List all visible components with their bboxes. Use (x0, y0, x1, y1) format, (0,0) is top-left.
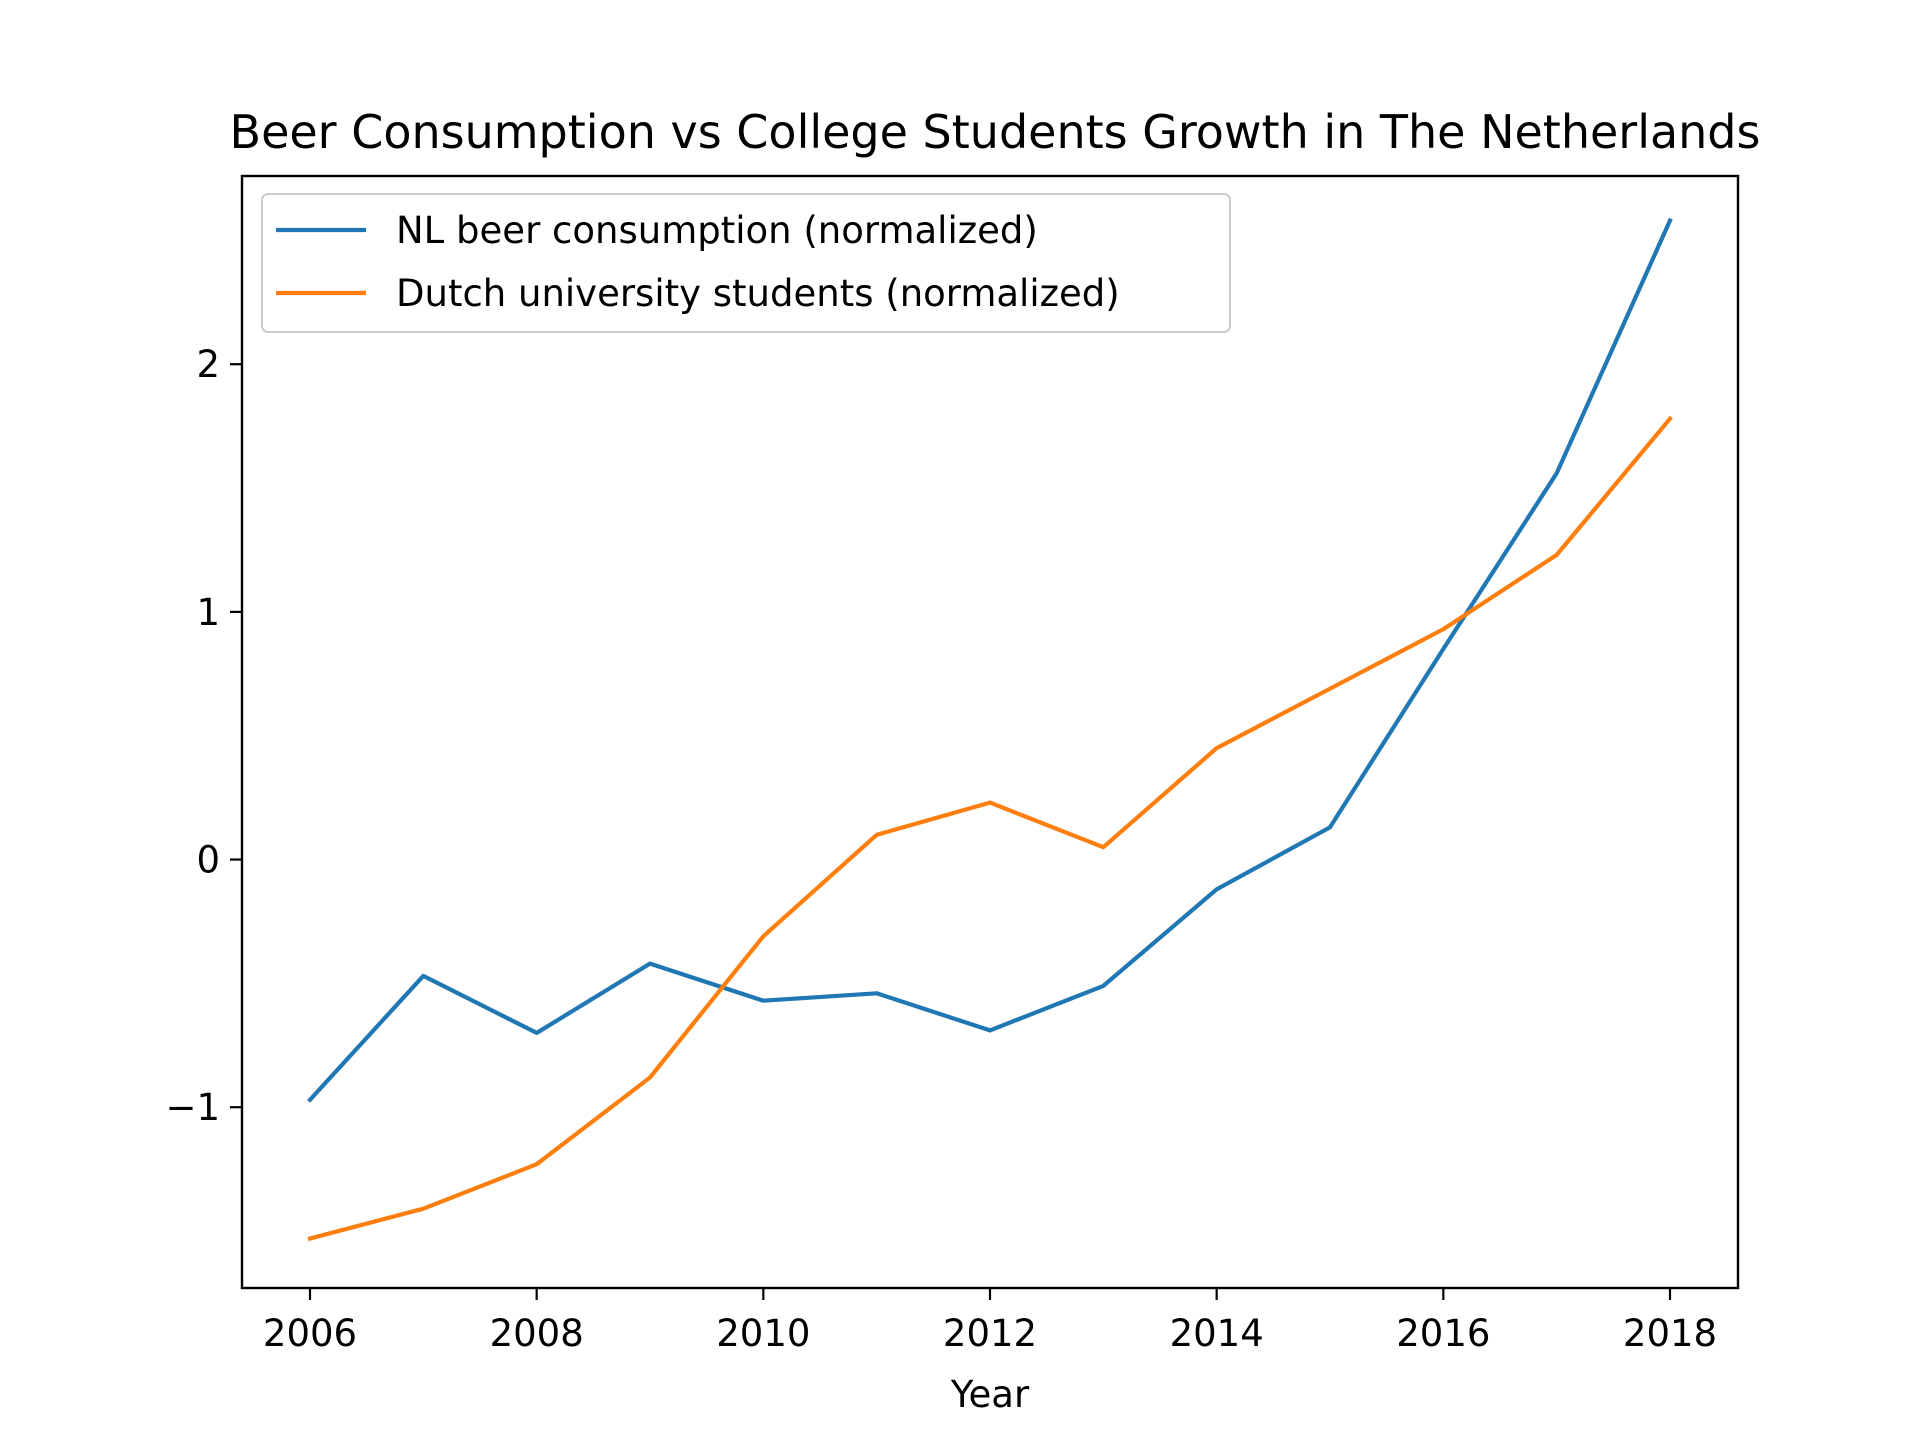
x-tick-label: 2016 (1396, 1312, 1490, 1355)
series-line-students (307, 415, 1673, 1242)
x-tick-label: 2014 (1170, 1312, 1264, 1355)
legend-label-students: Dutch university students (normalized) (396, 272, 1120, 315)
x-tick-label: 2012 (943, 1312, 1037, 1355)
x-tick-label: 2006 (263, 1312, 357, 1355)
y-tick-label: 2 (196, 343, 220, 386)
y-tick-label: 1 (196, 591, 220, 634)
x-axis-label: Year (950, 1373, 1030, 1416)
x-tick-label: 2008 (490, 1312, 584, 1355)
plot-area: 2006 2008 2010 2012 2014 2016 2018 −1 0 1 2 (165, 217, 1717, 1355)
chart-title: Beer Consumption vs College Students Gro… (230, 105, 1761, 159)
legend: NL beer consumption (normalized) Dutch u… (261, 193, 1231, 333)
series-line-beer (307, 217, 1673, 1103)
x-tick-label: 2010 (716, 1312, 810, 1355)
x-tick-label: 2018 (1623, 1312, 1717, 1355)
legend-box (261, 193, 1231, 333)
y-tick-label: 0 (196, 839, 220, 882)
legend-label-beer: NL beer consumption (normalized) (396, 209, 1038, 252)
y-tick-label: −1 (165, 1086, 220, 1129)
axes-frame (240, 174, 1740, 1290)
